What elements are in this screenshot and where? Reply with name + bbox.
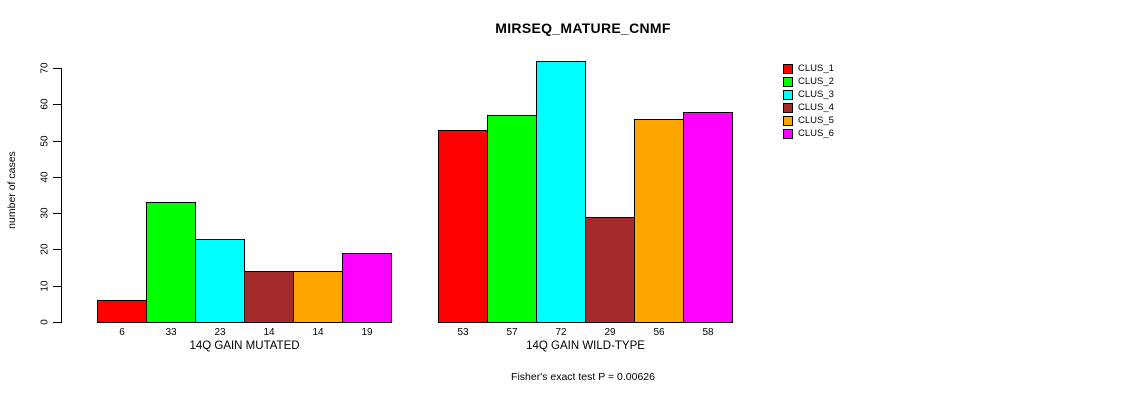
bar-clus_1-group2 xyxy=(438,130,488,323)
bar-value-label: 19 xyxy=(361,327,373,338)
bar-value-label: 53 xyxy=(457,327,469,338)
legend-entry-clus_2: CLUS_2 xyxy=(783,75,834,88)
y-tick xyxy=(53,213,61,214)
y-tick-label: 70 xyxy=(39,62,51,74)
y-tick xyxy=(53,177,61,178)
legend-label: CLUS_2 xyxy=(798,76,834,87)
group-label-1: 14Q GAIN MUTATED xyxy=(189,340,300,352)
bar-clus_2-group1 xyxy=(146,202,196,323)
legend-swatch-icon xyxy=(783,128,793,139)
y-tick-label: 60 xyxy=(39,98,51,110)
bar-value-label: 72 xyxy=(555,327,567,338)
group-label-2: 14Q GAIN WILD-TYPE xyxy=(526,340,645,352)
y-axis-line xyxy=(61,68,62,323)
bar-clus_1-group1 xyxy=(97,300,147,323)
legend-entry-clus_4: CLUS_4 xyxy=(783,101,834,114)
y-tick-label: 20 xyxy=(39,243,51,255)
bar-clus_4-group1 xyxy=(244,271,294,323)
y-axis-label: number of cases xyxy=(6,151,18,229)
bar-value-label: 56 xyxy=(653,327,665,338)
bar-value-label: 6 xyxy=(119,327,125,338)
legend-label: CLUS_3 xyxy=(798,89,834,100)
bar-value-label: 58 xyxy=(702,327,714,338)
legend-entry-clus_3: CLUS_3 xyxy=(783,88,834,101)
bar-clus_6-group1 xyxy=(342,253,392,323)
bar-value-label: 33 xyxy=(165,327,177,338)
bar-clus_2-group2 xyxy=(487,115,537,323)
bar-clus_5-group2 xyxy=(634,119,684,323)
legend-swatch-icon xyxy=(783,63,793,74)
bar-clus_6-group2 xyxy=(683,112,733,323)
legend-swatch-icon xyxy=(783,102,793,113)
legend-label: CLUS_1 xyxy=(798,63,834,74)
y-tick xyxy=(53,141,61,142)
bar-clus_4-group2 xyxy=(585,217,635,323)
y-tick xyxy=(53,104,61,105)
legend-label: CLUS_6 xyxy=(798,128,834,139)
y-tick xyxy=(53,249,61,250)
legend-swatch-icon xyxy=(783,76,793,87)
legend-entry-clus_6: CLUS_6 xyxy=(783,127,834,140)
legend-swatch-icon xyxy=(783,89,793,100)
bar-value-label: 29 xyxy=(604,327,616,338)
chart-title: MIRSEQ_MATURE_CNMF xyxy=(495,20,671,36)
legend-label: CLUS_5 xyxy=(798,115,834,126)
footnote: Fisher's exact test P = 0.00626 xyxy=(511,371,655,383)
y-tick-label: 10 xyxy=(39,280,51,292)
y-tick-label: 50 xyxy=(39,135,51,147)
bar-value-label: 23 xyxy=(214,327,226,338)
y-tick-label: 40 xyxy=(39,171,51,183)
bar-value-label: 57 xyxy=(506,327,518,338)
legend: CLUS_1 CLUS_2 CLUS_3 CLUS_4 CLUS_5 CLUS_6 xyxy=(783,62,834,140)
legend-label: CLUS_4 xyxy=(798,102,834,113)
y-tick xyxy=(53,68,61,69)
y-tick xyxy=(53,322,61,323)
bar-clus_5-group1 xyxy=(293,271,343,323)
bar-value-label: 14 xyxy=(263,327,275,338)
y-tick-label: 0 xyxy=(39,319,51,325)
legend-entry-clus_5: CLUS_5 xyxy=(783,114,834,127)
y-tick xyxy=(53,286,61,287)
legend-swatch-icon xyxy=(783,115,793,126)
bar-clus_3-group1 xyxy=(195,239,245,323)
y-tick-label: 30 xyxy=(39,207,51,219)
bar-clus_3-group2 xyxy=(536,61,586,323)
legend-entry-clus_1: CLUS_1 xyxy=(783,62,834,75)
bar-value-label: 14 xyxy=(312,327,324,338)
